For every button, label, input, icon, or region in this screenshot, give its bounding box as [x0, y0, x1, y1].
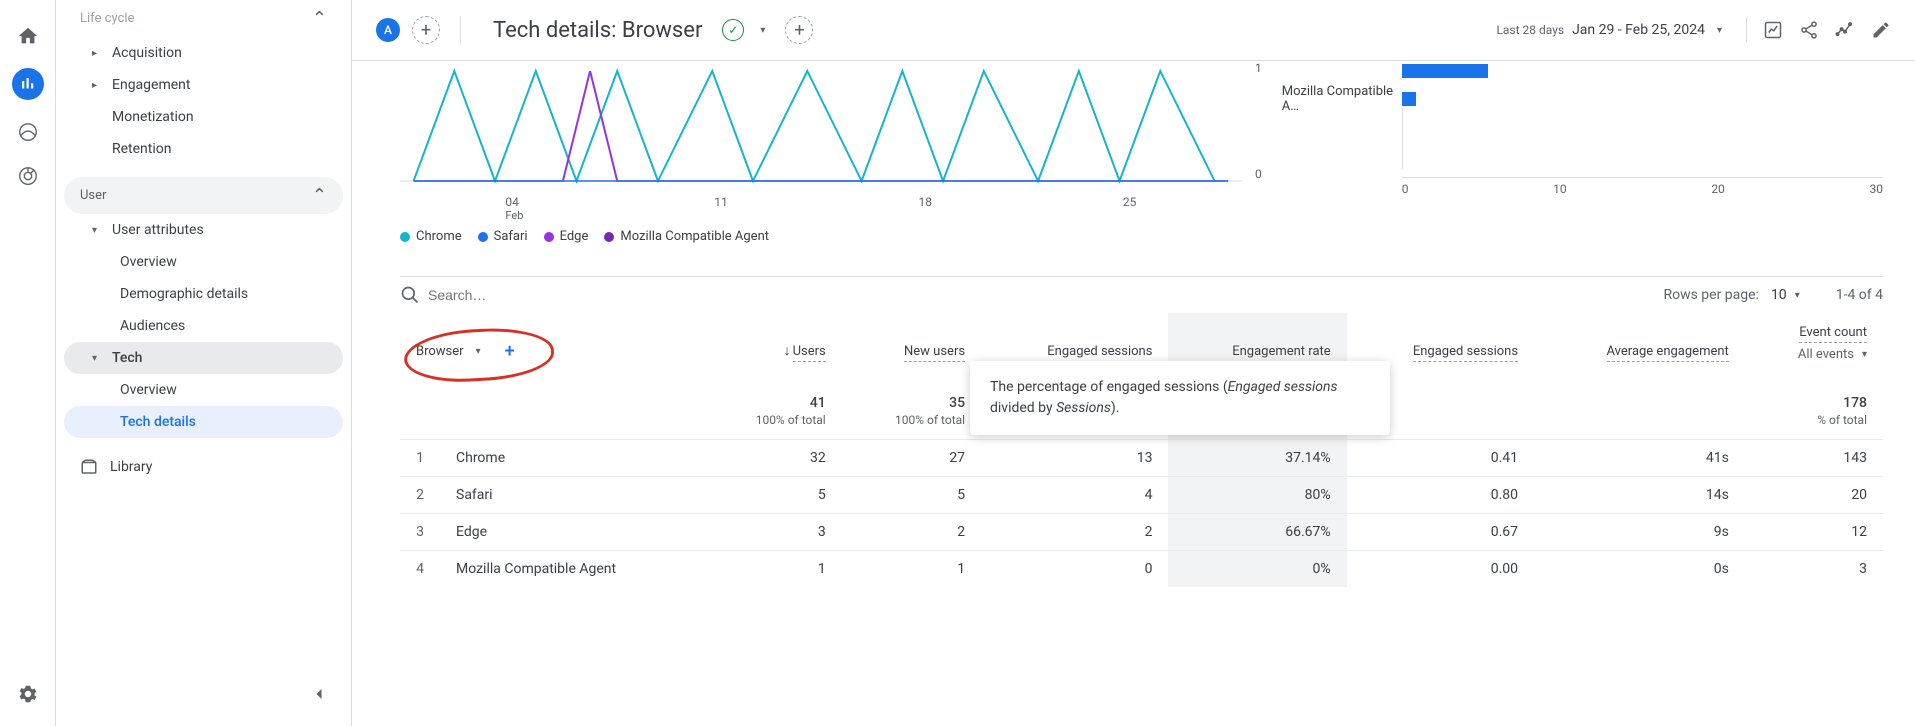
trend-icon[interactable] [1835, 20, 1855, 40]
section-user[interactable]: User⌃ [64, 177, 343, 214]
share-icon[interactable] [1799, 20, 1819, 40]
nav-acquisition[interactable]: ▸Acquisition [64, 37, 343, 69]
col-users[interactable]: ↓Users [702, 313, 841, 371]
tooltip: The percentage of engaged sessions (Enga… [970, 361, 1390, 435]
table-row[interactable]: 1Chrome 322713 37.14%0.4141s143 [400, 440, 1883, 477]
search-input[interactable] [428, 287, 628, 303]
data-table: Browser ▾ + ↓Users New users Engaged ses… [400, 313, 1883, 587]
nav-rail [0, 0, 56, 726]
pagination-range: 1-4 of 4 [1836, 287, 1883, 303]
nav-tech-details[interactable]: Tech details [64, 406, 343, 438]
nav-tech-overview[interactable]: Overview [64, 374, 343, 406]
topbar: A + Tech details: Browser ✓ ▾ + Last 28 … [352, 0, 1915, 61]
table-row[interactable]: 3Edge 322 66.67%0.679s12 [400, 514, 1883, 551]
bar-chart: Mozilla Compatible A… 0 10 20 30 [1282, 61, 1883, 221]
verified-icon[interactable]: ✓ [722, 19, 744, 41]
nav-user-overview[interactable]: Overview [64, 246, 343, 278]
col-new-users[interactable]: New users [842, 313, 981, 371]
search-icon [400, 285, 420, 305]
main-content: A + Tech details: Browser ✓ ▾ + Last 28 … [352, 0, 1915, 726]
collapse-sidebar-icon[interactable] [303, 678, 335, 710]
nav-demographic[interactable]: Demographic details [64, 278, 343, 310]
rows-per-page-select[interactable]: 10▾ [1771, 287, 1800, 303]
table-row[interactable]: 4Mozilla Compatible Agent 110 0%0.000s3 [400, 551, 1883, 588]
nav-library[interactable]: Library [64, 446, 343, 488]
advertising-icon[interactable] [16, 164, 40, 188]
nav-tech[interactable]: ▾Tech [64, 342, 343, 374]
reports-icon[interactable] [12, 68, 44, 100]
nav-retention[interactable]: Retention [64, 133, 343, 165]
chevron-down-icon[interactable]: ▾ [476, 346, 481, 357]
search-box[interactable] [400, 285, 1663, 305]
date-range-picker[interactable]: Last 28 days Jan 29 - Feb 25, 2024 ▾ [1488, 18, 1730, 42]
page-title: Tech details: Browser [493, 18, 702, 43]
explore-icon[interactable] [16, 120, 40, 144]
table-row[interactable]: 2Safari 554 80%0.8014s20 [400, 477, 1883, 514]
dimension-selector[interactable]: Browser ▾ + [416, 341, 686, 362]
nav-monetization[interactable]: Monetization [64, 101, 343, 133]
add-comparison-button[interactable]: + [412, 16, 440, 44]
edit-icon[interactable] [1871, 20, 1891, 40]
title-dropdown-icon[interactable]: ▾ [760, 25, 765, 36]
chart-legend: Chrome Safari Edge Mozilla Compatible Ag… [400, 229, 1883, 244]
insights-icon[interactable] [1763, 20, 1783, 40]
nav-audiences[interactable]: Audiences [64, 310, 343, 342]
settings-icon[interactable] [16, 682, 40, 706]
account-badge[interactable]: A [376, 18, 400, 42]
col-avg-engagement[interactable]: Average engagement [1534, 313, 1745, 371]
home-icon[interactable] [16, 24, 40, 48]
sidebar: Life cycle⌃ ▸Acquisition ▸Engagement Mon… [56, 0, 352, 726]
section-lifecycle[interactable]: Life cycle⌃ [64, 0, 343, 37]
add-dimension-icon[interactable]: + [505, 341, 515, 362]
rows-per-page-label: Rows per page: [1663, 287, 1758, 303]
add-card-button[interactable]: + [785, 16, 813, 44]
col-event-count[interactable]: Event count All events ▾ [1745, 313, 1883, 371]
event-filter[interactable]: All events ▾ [1798, 347, 1867, 362]
line-chart: 1 0 04Feb 11 18 25 [400, 61, 1242, 221]
nav-user-attributes[interactable]: ▾User attributes [64, 214, 343, 246]
nav-engagement[interactable]: ▸Engagement [64, 69, 343, 101]
